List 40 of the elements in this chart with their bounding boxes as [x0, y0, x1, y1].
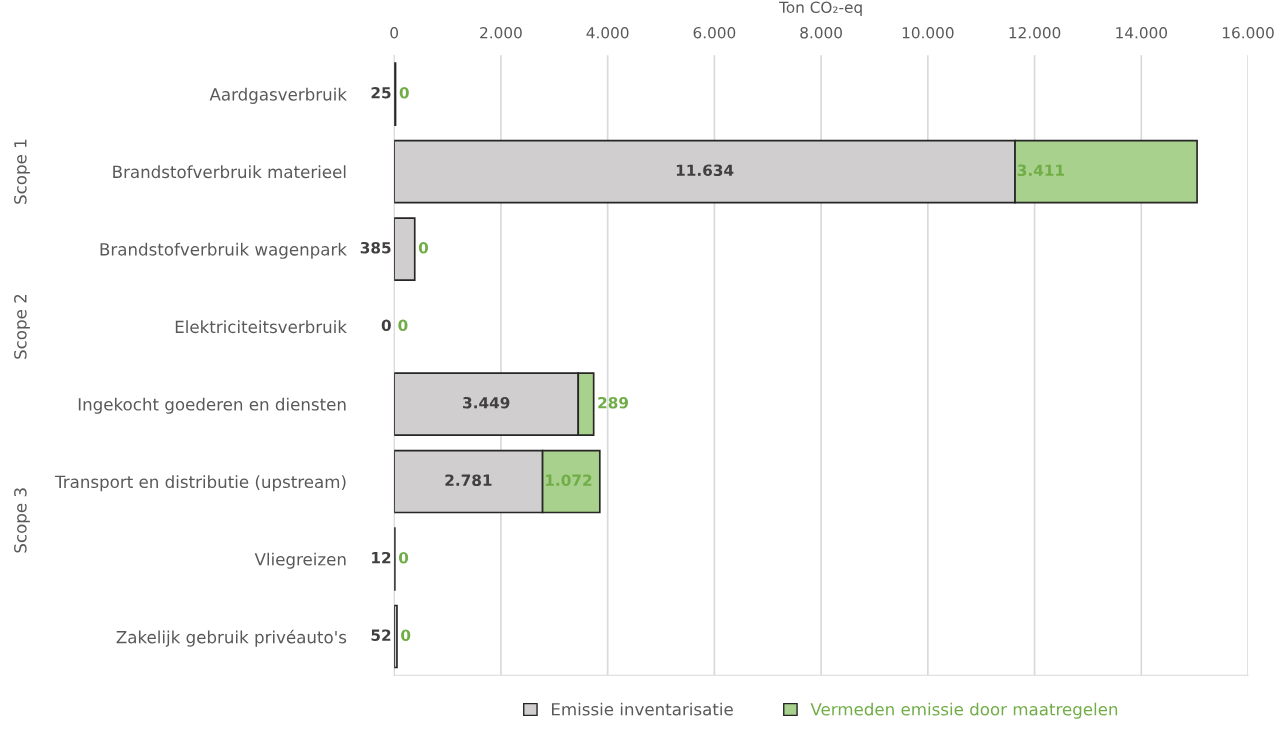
x-tick-label: 14.000: [1116, 26, 1168, 39]
data-label: 0: [398, 551, 409, 564]
data-label: 1.072: [546, 474, 592, 486]
data-label: 52: [371, 629, 391, 641]
data-label: 0: [381, 319, 391, 331]
x-tick-label: 0: [390, 26, 399, 39]
y-tick-label: Zakelijk gebruik privéauto's: [116, 629, 347, 647]
x-tick-label: 16.000: [1223, 26, 1274, 39]
data-label: 0: [398, 319, 408, 331]
x-tick-label: 10.000: [902, 26, 954, 39]
x-tick-label: 4.000: [586, 26, 629, 39]
legend-label: Vermeden emissie door maatregelen: [810, 702, 1118, 719]
y-tick-label: Elektriciteitsverbruik: [175, 320, 347, 334]
data-label: 25: [371, 86, 391, 99]
data-label: 0: [399, 86, 409, 99]
data-label: 2.781: [445, 474, 492, 486]
y-tick-label: Brandstofverbruik materieel: [113, 165, 346, 179]
x-axis-title: Ton CO₂-eq: [779, 1, 862, 16]
data-label: 12: [372, 551, 391, 564]
y-tick-label: Brandstofverbruik wagenpark: [100, 242, 347, 259]
bar: [394, 217, 416, 281]
data-label: 0: [418, 241, 429, 254]
x-tick-label: 8.000: [800, 26, 842, 39]
y-tick-label: Vliegreizen: [254, 552, 346, 569]
x-tick-label: 2.000: [480, 26, 522, 39]
data-label: 3.449: [463, 396, 510, 409]
y-tick-label: Transport en distributie (upstream): [55, 475, 346, 492]
data-label: 11.634: [676, 164, 734, 177]
legend-label: Emissie inventarisatie: [552, 702, 733, 716]
text: Scope 1: [14, 139, 30, 204]
y-tick-label: Aardgasverbruik: [209, 87, 347, 104]
x-tick-label: 12.000: [1009, 26, 1061, 39]
text: Scope 3: [14, 488, 30, 553]
x-tick-label: 6.000: [693, 26, 736, 39]
data-label: 0: [401, 629, 411, 641]
text: Scope 2: [14, 294, 30, 359]
data-label: 3.411: [1017, 164, 1065, 177]
y-tick-label: Ingekocht goederen en diensten: [78, 397, 346, 414]
data-label: 385: [360, 241, 391, 254]
data-label: 289: [598, 396, 628, 409]
